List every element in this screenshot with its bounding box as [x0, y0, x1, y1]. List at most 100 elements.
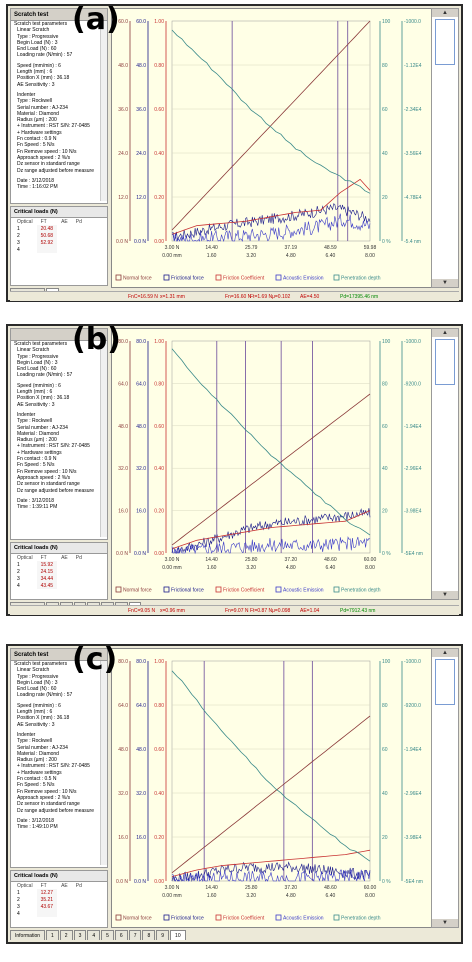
legend-swatch[interactable] [163, 274, 170, 281]
tick-label: 60 [382, 107, 388, 113]
param-line: Type : Progressive [17, 673, 59, 680]
x-tick-force: 25.79 [245, 245, 258, 251]
x-tick-force: 25.80 [245, 557, 258, 563]
tab-information[interactable]: Information [10, 930, 46, 940]
table-row[interactable]: 4 43.45 [13, 582, 86, 589]
table-row[interactable]: 4 [13, 246, 86, 253]
legend-label: Normal force [123, 916, 152, 922]
tab-8[interactable]: 8 [142, 930, 156, 940]
legend-swatch[interactable] [163, 586, 170, 593]
ae-value [57, 903, 72, 910]
scroll-up-icon[interactable]: ▲ [432, 649, 458, 657]
params-lines: Linear Scratch Type : Progressive Begin Lo… [11, 27, 107, 190]
legend-label: Friction Coefficient [223, 916, 265, 922]
tick-label: -4.78E4 [404, 195, 422, 201]
side-list[interactable] [435, 19, 455, 65]
x-tick-force: 3.00 N [165, 245, 180, 251]
x-tick-mm: 0.00 mm [162, 565, 181, 571]
legend-swatch[interactable] [215, 586, 222, 593]
plot-frame [171, 660, 371, 882]
legend-swatch[interactable] [115, 914, 122, 921]
tick-label: 100 [382, 339, 391, 345]
table-header-row: Optical FT AE Pd [13, 882, 86, 889]
x-tick-force: 60.00 [364, 885, 377, 891]
table-row[interactable]: 3 52.92 [13, 239, 86, 246]
table-row[interactable]: 1 12.27 [13, 889, 86, 896]
scroll-up-icon[interactable]: ▲ [432, 9, 458, 17]
side-list[interactable] [435, 659, 455, 705]
critical-loads-table: Optical FT AE Pd 1 15.92 2 24.15 3 34.44 4 43.45 [13, 554, 86, 589]
status-readout: Fn=9.07 N [225, 608, 249, 614]
row-index: 4 [17, 910, 20, 917]
param-line: Indenter [17, 411, 36, 418]
legend-swatch[interactable] [115, 274, 122, 281]
legend-label: Acoustic Emission [283, 588, 324, 594]
tab-7[interactable]: 7 [128, 930, 142, 940]
tab-1[interactable]: 1 [46, 930, 59, 940]
legend-swatch[interactable] [275, 914, 282, 921]
tick-label: 64.0 [118, 703, 128, 709]
tab-10[interactable]: 10 [170, 930, 186, 940]
tab-2[interactable]: 2 [59, 930, 73, 940]
status-readout: FnC=16.59 N [128, 294, 158, 300]
legend-swatch[interactable] [115, 586, 122, 593]
table-row[interactable]: 2 35.21 [13, 896, 86, 903]
ft-value [36, 910, 58, 917]
params-scrollbar[interactable] [100, 661, 107, 865]
param-line: Approach speed : 2 %/s [17, 794, 71, 801]
tab-5[interactable]: 5 [101, 930, 114, 940]
tab-3[interactable]: 3 [73, 930, 87, 940]
scroll-up-icon[interactable]: ▲ [432, 329, 458, 337]
table-row[interactable]: 1 15.92 [13, 561, 86, 568]
tick-label: 16.0 [118, 509, 128, 515]
tab-9[interactable]: 9 [156, 930, 170, 940]
params-list: Scratch test parameters Linear Scratch Ty… [11, 341, 107, 537]
legend-swatch[interactable] [163, 914, 170, 921]
tick-label: 36.0 [118, 107, 128, 113]
side-list[interactable] [435, 339, 455, 385]
tick-label: 0.60 [154, 424, 164, 430]
tick-label: 0.0 N [134, 239, 146, 245]
row-index: 2 [17, 232, 20, 239]
legend-swatch[interactable] [215, 274, 222, 281]
legend-swatch[interactable] [333, 274, 340, 281]
tick-label: 0.20 [154, 195, 164, 201]
table-row[interactable]: 3 43.67 [13, 903, 86, 910]
table-row[interactable]: 1 20.48 [13, 225, 86, 232]
scroll-down-icon[interactable]: ▼ [432, 919, 458, 927]
params-title: Scratch test parameters [14, 341, 68, 347]
table-row[interactable]: 2 50.68 [13, 232, 86, 239]
pd-value [72, 575, 86, 582]
tick-label: 24.0 [136, 151, 146, 157]
tick-label: 48.0 [136, 747, 146, 753]
param-line: Dz sensor in standard range [17, 481, 80, 488]
x-tick-mm: 6.40 [326, 893, 336, 899]
x-tick-force: 37.19 [285, 245, 298, 251]
param-line: Loading rate (N/min) : 57 [17, 372, 73, 379]
tab-4[interactable]: 4 [87, 930, 101, 940]
param-line: Serial number : AJ-234 [17, 744, 68, 751]
scroll-down-icon[interactable]: ▼ [432, 279, 458, 287]
param-line: Fn Remove speed : 10 N/s [17, 788, 77, 795]
legend-label: Normal force [123, 588, 152, 594]
legend-swatch[interactable] [333, 914, 340, 921]
ft-value: 15.92 [36, 561, 58, 568]
column-header: AE [61, 882, 68, 889]
legend-swatch[interactable] [275, 274, 282, 281]
tab-6[interactable]: 6 [114, 930, 128, 940]
tick-label: 16.0 [136, 509, 146, 515]
params-scrollbar[interactable] [100, 21, 107, 201]
series-line [171, 715, 371, 874]
tick-label: 0.60 [154, 107, 164, 113]
table-row[interactable]: 3 34.44 [13, 575, 86, 582]
x-tick-mm: 6.40 [326, 565, 336, 571]
params-scrollbar[interactable] [100, 341, 107, 537]
param-line: Fn Speed : 5 N/s [17, 142, 55, 149]
table-row[interactable]: 4 [13, 910, 86, 917]
legend-swatch[interactable] [275, 586, 282, 593]
tick-label: 0.00 [154, 239, 164, 245]
legend-swatch[interactable] [333, 586, 340, 593]
scroll-down-icon[interactable]: ▼ [432, 591, 458, 599]
legend-swatch[interactable] [215, 914, 222, 921]
table-row[interactable]: 2 24.15 [13, 568, 86, 575]
